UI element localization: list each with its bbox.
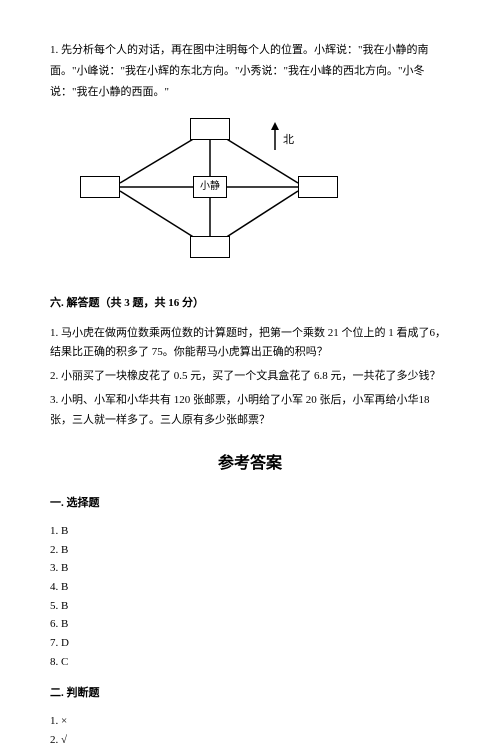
question-1-text: 1. 先分析每个人的对话，再在图中注明每个人的位置。小辉说："我在小静的南面。"… — [50, 40, 450, 103]
problem-1: 1. 马小虎在做两位数乘两位数的计算题时，把第一个乘数 21 个位上的 1 看成… — [50, 324, 450, 364]
answer-title: 参考答案 — [50, 449, 450, 479]
judge-answer-2: 2. √ — [50, 731, 450, 750]
diagram-box-bottom — [190, 236, 230, 258]
problem-3: 3. 小明、小军和小华共有 120 张邮票，小明给了小军 20 张后，小军再给小… — [50, 391, 450, 431]
section-6-header: 六. 解答题（共 3 题，共 16 分） — [50, 293, 450, 314]
north-label: 北 — [283, 130, 294, 151]
direction-diagram: 小静 北 — [80, 118, 360, 268]
choice-answer-3: 3. B — [50, 559, 450, 578]
diagram-box-center: 小静 — [193, 176, 227, 198]
choice-answer-7: 7. D — [50, 634, 450, 653]
choice-answer-6: 6. B — [50, 615, 450, 634]
problem-2: 2. 小丽买了一块橡皮花了 0.5 元，买了一个文具盒花了 6.8 元，一共花了… — [50, 367, 450, 387]
choice-answer-4: 4. B — [50, 578, 450, 597]
choice-answer-5: 5. B — [50, 597, 450, 616]
judge-answer-1: 1. × — [50, 712, 450, 731]
choice-answer-2: 2. B — [50, 541, 450, 560]
diagram-box-left — [80, 176, 120, 198]
diagram-box-right — [298, 176, 338, 198]
choice-section-header: 一. 选择题 — [50, 493, 450, 514]
choice-answer-1: 1. B — [50, 522, 450, 541]
judge-section-header: 二. 判断题 — [50, 683, 450, 704]
choice-answer-8: 8. C — [50, 653, 450, 672]
diagram-box-top — [190, 118, 230, 140]
